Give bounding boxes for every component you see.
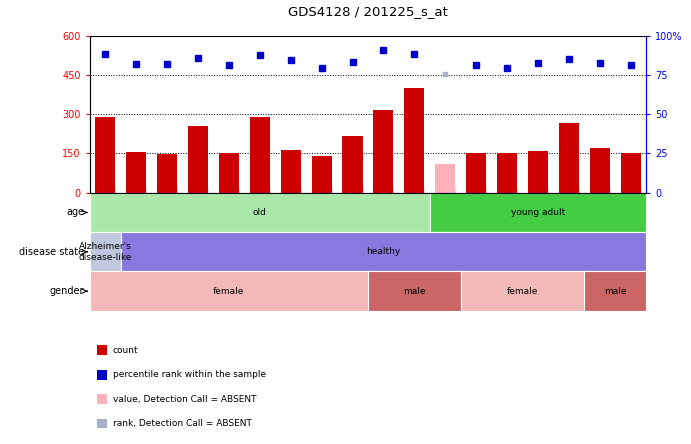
Bar: [188, 126, 208, 193]
Bar: [312, 156, 332, 193]
Bar: [466, 154, 486, 193]
Bar: [435, 164, 455, 193]
Text: old: old: [253, 208, 267, 217]
Text: female: female: [214, 287, 245, 296]
Text: young adult: young adult: [511, 208, 565, 217]
Bar: [368, 271, 461, 311]
Bar: [219, 154, 239, 193]
Bar: [497, 154, 517, 193]
Text: rank, Detection Call = ABSENT: rank, Detection Call = ABSENT: [113, 419, 252, 428]
Bar: [528, 151, 548, 193]
Bar: [559, 123, 579, 193]
Text: gender: gender: [50, 286, 84, 296]
Bar: [249, 117, 270, 193]
Text: count: count: [113, 346, 138, 355]
Bar: [373, 110, 393, 193]
Text: GDS4128 / 201225_s_at: GDS4128 / 201225_s_at: [288, 5, 448, 18]
Bar: [90, 271, 368, 311]
Bar: [430, 193, 646, 232]
Text: female: female: [507, 287, 538, 296]
Text: disease state: disease state: [19, 247, 84, 257]
Bar: [126, 152, 146, 193]
Bar: [90, 232, 121, 271]
Text: healthy: healthy: [366, 247, 401, 256]
Text: value, Detection Call = ABSENT: value, Detection Call = ABSENT: [113, 395, 256, 404]
Bar: [461, 271, 585, 311]
Bar: [585, 271, 646, 311]
Bar: [343, 136, 363, 193]
Text: age: age: [66, 207, 84, 218]
Text: male: male: [604, 287, 627, 296]
Text: male: male: [403, 287, 426, 296]
Bar: [157, 154, 177, 193]
Text: Alzheimer's
disease-like: Alzheimer's disease-like: [79, 242, 132, 262]
Bar: [404, 88, 424, 193]
Bar: [90, 193, 430, 232]
Bar: [95, 117, 115, 193]
Bar: [589, 148, 609, 193]
Text: percentile rank within the sample: percentile rank within the sample: [113, 370, 266, 379]
Bar: [621, 154, 641, 193]
Bar: [281, 150, 301, 193]
